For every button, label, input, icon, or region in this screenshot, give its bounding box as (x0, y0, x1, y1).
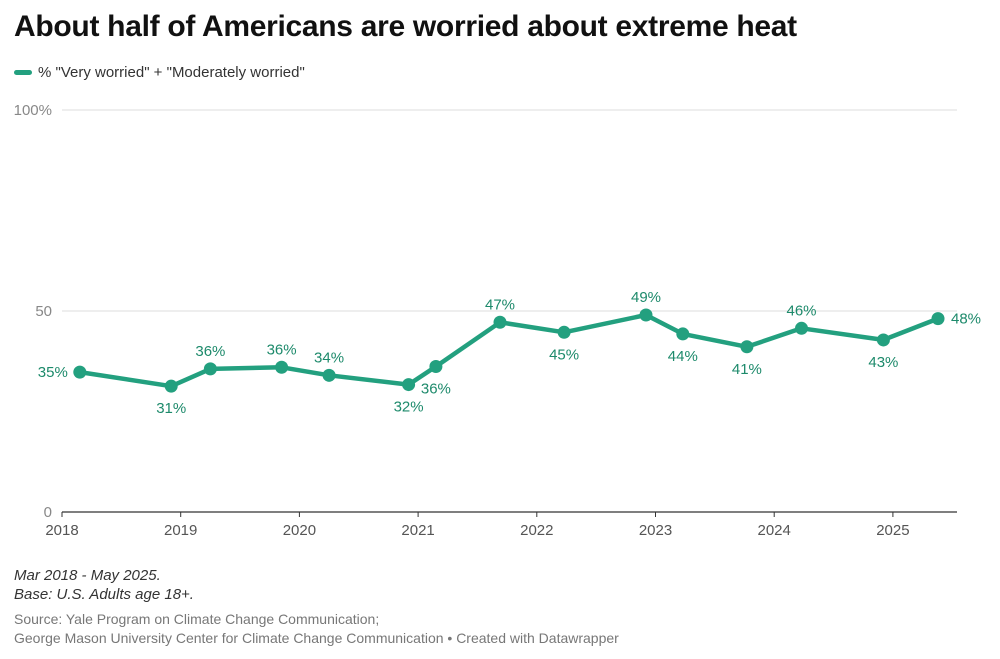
data-label: 36% (195, 343, 225, 360)
x-tick-label: 2021 (401, 522, 434, 539)
legend: % "Very worried" + "Moderately worried" (14, 64, 305, 81)
data-point (203, 362, 217, 376)
source-line-2: George Mason University Center for Clima… (14, 630, 619, 646)
chart-title: About half of Americans are worried abou… (14, 10, 797, 43)
data-point (322, 368, 336, 382)
data-label: 48% (951, 311, 981, 328)
data-label: 44% (668, 348, 698, 365)
x-tick-label: 2019 (164, 522, 197, 539)
data-label: 41% (732, 361, 762, 378)
y-tick-label: 100% (14, 102, 52, 119)
data-point (164, 379, 178, 393)
chart-source: Source: Yale Program on Climate Change C… (14, 610, 619, 648)
data-point (429, 359, 443, 373)
x-tick-label: 2023 (639, 522, 672, 539)
data-point (557, 325, 571, 339)
x-tick-label: 2020 (283, 522, 316, 539)
data-point (275, 360, 289, 374)
data-label: 31% (156, 400, 186, 417)
legend-label: % "Very worried" + "Moderately worried" (38, 64, 305, 81)
data-label: 35% (38, 364, 68, 381)
data-point (676, 327, 690, 341)
data-point (795, 321, 809, 335)
data-label: 43% (868, 354, 898, 371)
data-point (639, 308, 653, 322)
data-point (931, 312, 945, 326)
data-label: 36% (267, 341, 297, 358)
data-label: 47% (485, 296, 515, 313)
legend-swatch (14, 70, 32, 75)
data-label: 32% (394, 399, 424, 416)
source-line-1: Source: Yale Program on Climate Change C… (14, 611, 380, 627)
data-point (493, 315, 507, 329)
chart-notes: Mar 2018 - May 2025. Base: U.S. Adults a… (14, 566, 194, 604)
data-label: 34% (314, 349, 344, 366)
data-point (740, 340, 754, 354)
data-label: 49% (631, 289, 661, 306)
note-date-range: Mar 2018 - May 2025. (14, 567, 161, 584)
y-tick-label: 50 (35, 303, 52, 320)
y-tick-label: 0 (44, 504, 52, 521)
note-base: Base: U.S. Adults age 18+. (14, 586, 194, 603)
x-tick-label: 2022 (520, 522, 553, 539)
data-label: 36% (421, 380, 451, 397)
data-label: 46% (786, 302, 816, 319)
data-label: 45% (549, 346, 579, 363)
x-tick-label: 2018 (45, 522, 78, 539)
x-tick-label: 2025 (876, 522, 909, 539)
data-point (73, 365, 87, 379)
x-tick-label: 2024 (758, 522, 791, 539)
data-point (876, 333, 890, 347)
line-chart: 0 50 100% 2018 2019 2020 2021 2022 2023 2024 2025 3… (14, 102, 981, 539)
data-point (402, 378, 416, 392)
